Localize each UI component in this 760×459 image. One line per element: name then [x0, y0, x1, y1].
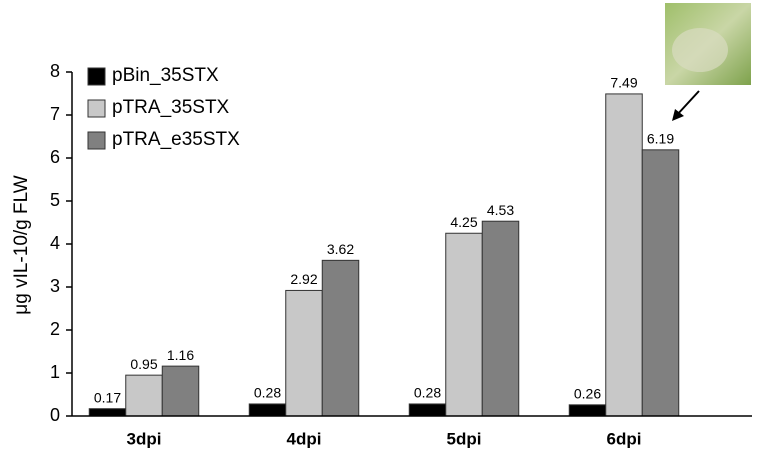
bar	[249, 404, 286, 416]
value-label: 0.28	[414, 385, 441, 401]
legend-swatch	[88, 100, 105, 117]
x-tick-label: 3dpi	[127, 429, 162, 448]
y-tick-label: 2	[50, 319, 60, 339]
x-tick-label: 5dpi	[447, 429, 482, 448]
bar	[642, 150, 679, 416]
bar	[482, 221, 519, 416]
value-label: 0.26	[574, 386, 601, 402]
y-tick-label: 1	[50, 362, 60, 382]
bar	[569, 405, 606, 416]
value-label: 4.25	[450, 214, 477, 230]
value-label: 0.17	[94, 389, 121, 405]
bar	[286, 290, 323, 416]
value-label: 0.28	[254, 385, 281, 401]
bar	[322, 260, 359, 416]
x-tick-label: 6dpi	[607, 429, 642, 448]
legend-swatch	[88, 68, 105, 85]
value-label: 1.16	[167, 347, 194, 363]
value-label: 3.62	[327, 241, 354, 257]
leaf-spot	[672, 28, 728, 72]
legend-label: pTRA_35STX	[112, 97, 230, 118]
bar	[89, 409, 126, 416]
value-label: 0.95	[130, 356, 157, 372]
bar	[409, 404, 446, 416]
bar	[126, 375, 163, 416]
value-label: 6.19	[647, 131, 674, 147]
legend-label: pTRA_e35STX	[112, 129, 240, 150]
legend-swatch	[88, 132, 105, 149]
y-tick-label: 0	[50, 405, 60, 425]
y-tick-label: 4	[50, 233, 60, 253]
value-label: 2.92	[290, 271, 317, 287]
chart: μg vIL-10/g FLW 0 1 2 3 4 5 6 7 8 3dpi 0.17 0.95 1.1…	[0, 0, 760, 459]
legend-label: pBin_35STX	[112, 65, 219, 86]
y-tick-label: 8	[50, 61, 60, 81]
y-axis-label: μg vIL-10/g FLW	[11, 175, 32, 314]
bar	[162, 366, 199, 416]
y-tick-label: 5	[50, 190, 60, 210]
arrow-head	[672, 109, 684, 121]
bar	[606, 94, 643, 416]
x-tick-label: 4dpi	[287, 429, 322, 448]
bar	[446, 233, 483, 416]
value-label: 7.49	[610, 75, 637, 91]
y-tick-label: 6	[50, 147, 60, 167]
arrow	[676, 91, 699, 116]
y-tick-label: 7	[50, 104, 60, 124]
y-tick-label: 3	[50, 276, 60, 296]
value-label: 4.53	[487, 202, 514, 218]
